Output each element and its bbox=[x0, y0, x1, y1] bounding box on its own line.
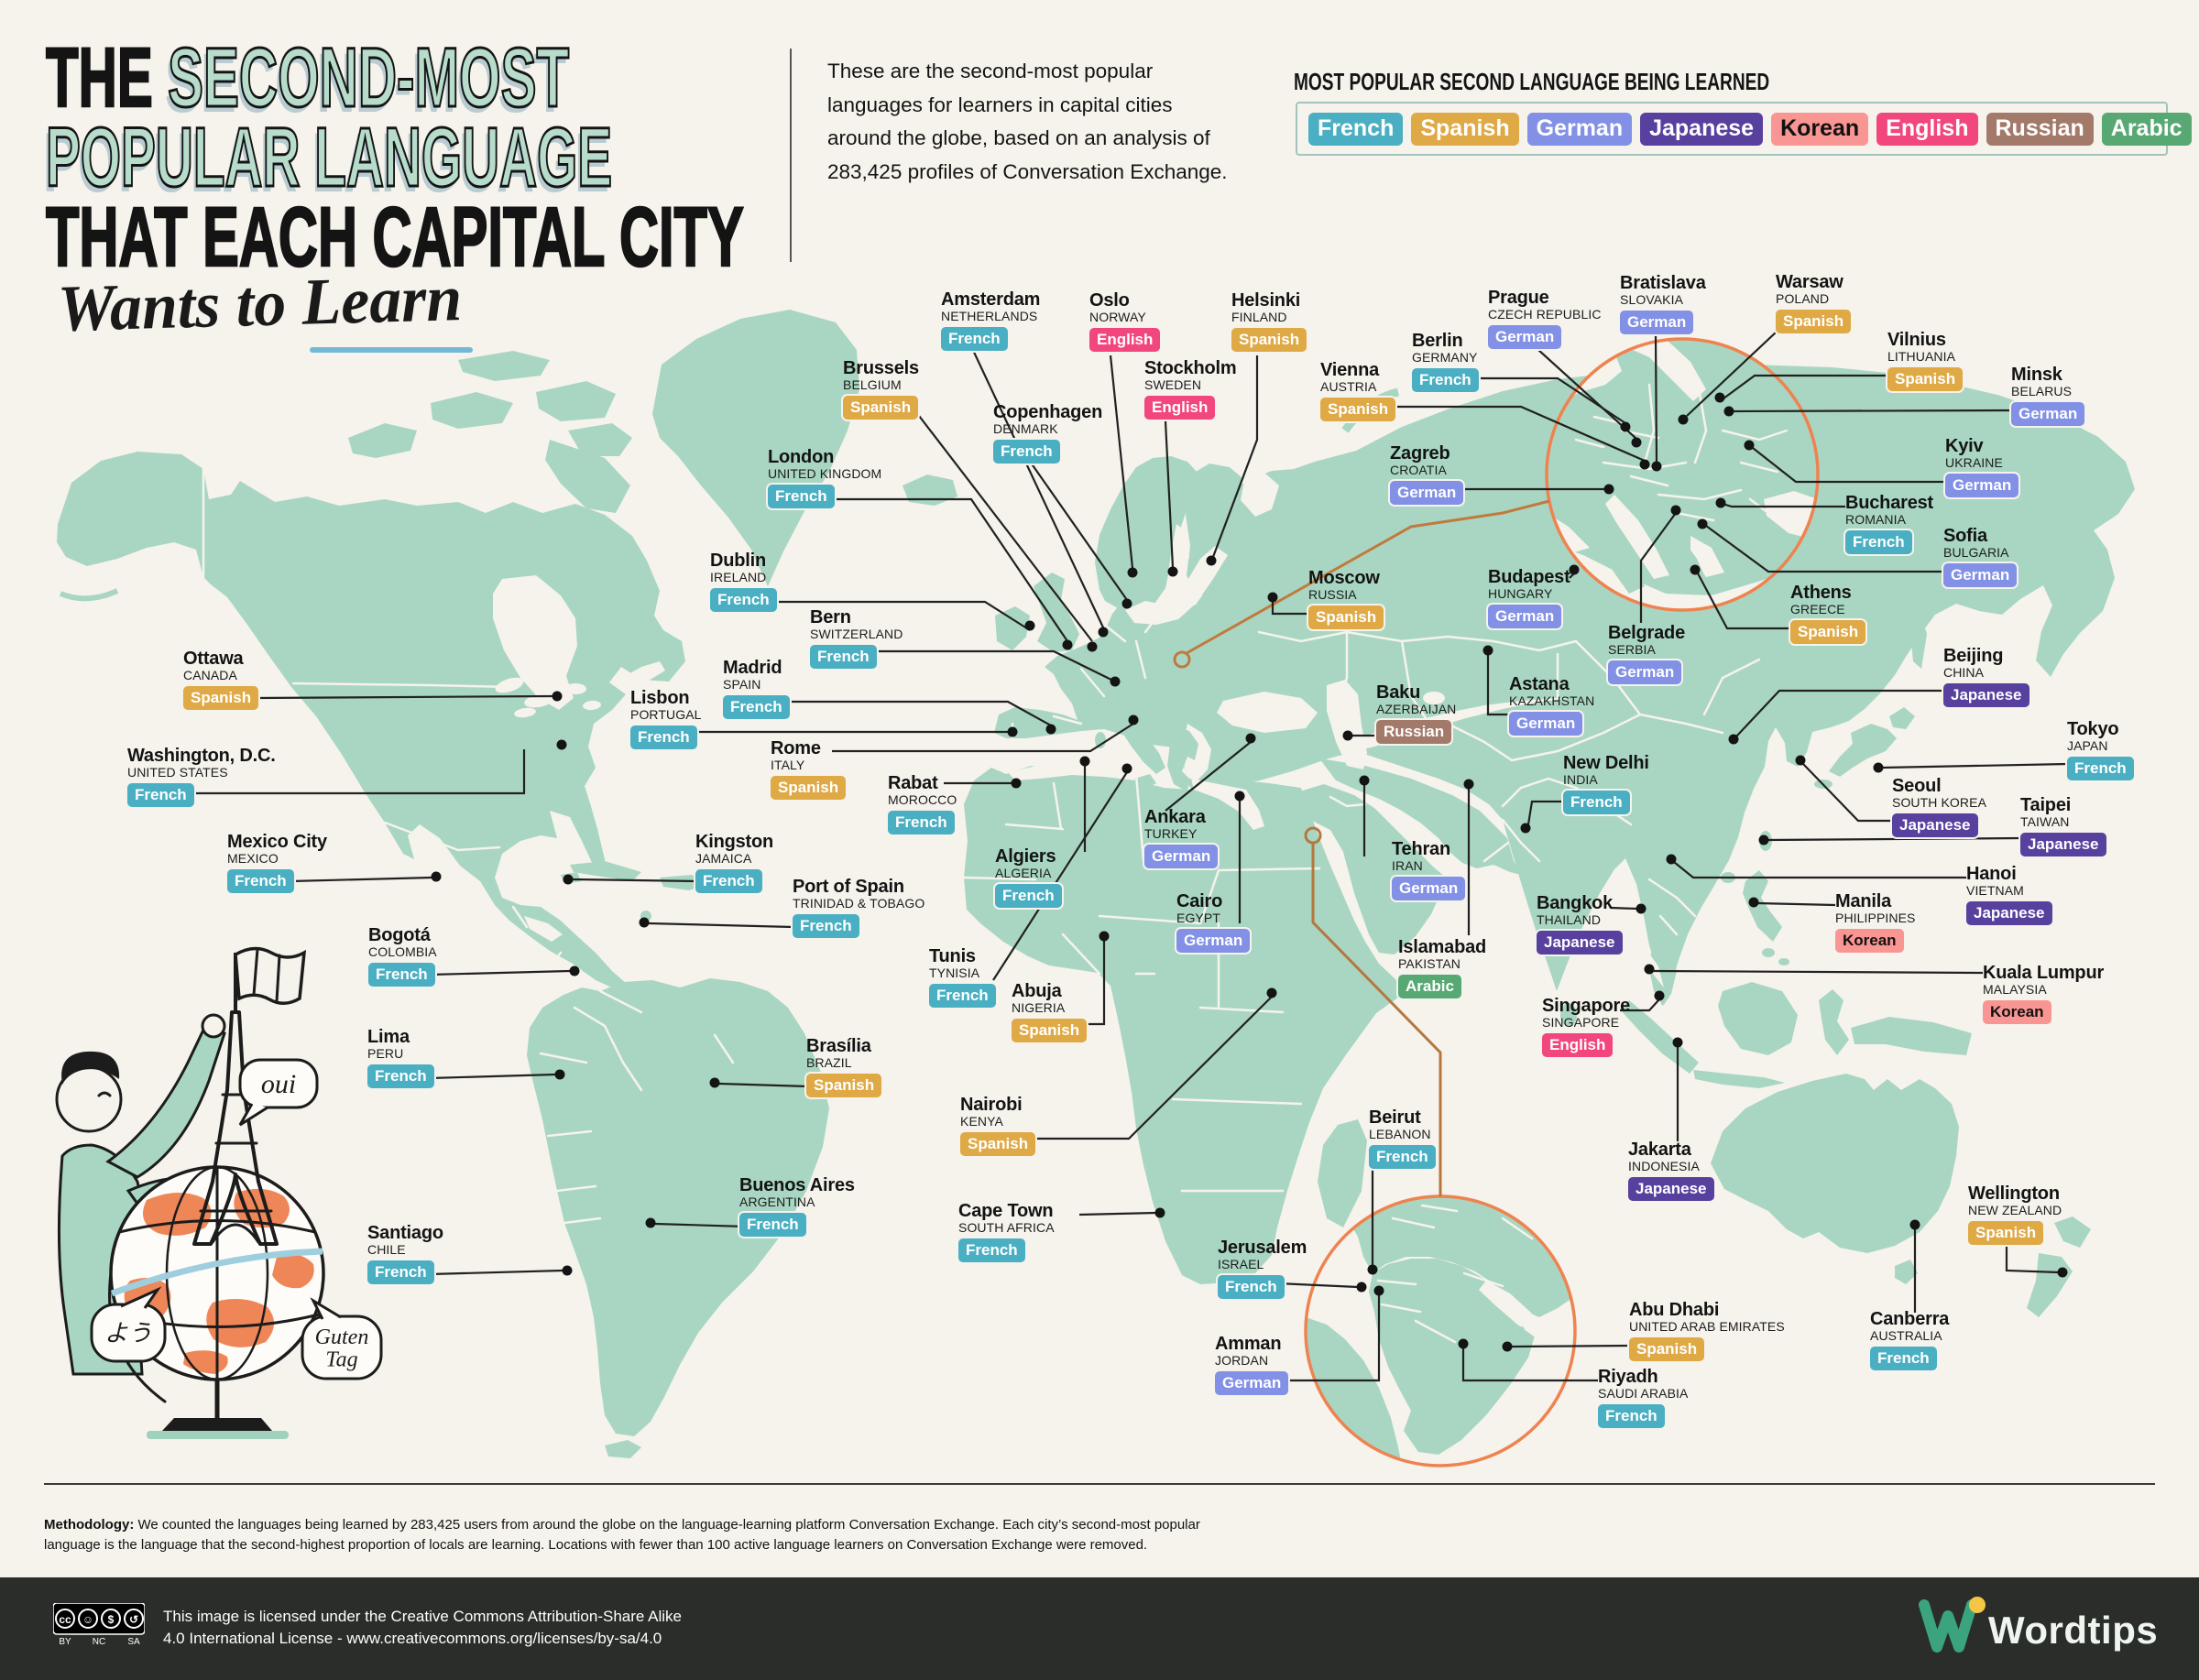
svg-text:$: $ bbox=[108, 1613, 115, 1626]
svg-text:↺: ↺ bbox=[129, 1613, 138, 1626]
svg-text:cc: cc bbox=[59, 1613, 71, 1626]
svg-text:NC: NC bbox=[93, 1637, 105, 1645]
svg-text:oui: oui bbox=[261, 1069, 296, 1099]
svg-text:BY: BY bbox=[59, 1637, 71, 1645]
svg-text:☺: ☺ bbox=[82, 1613, 93, 1626]
svg-text:SA: SA bbox=[127, 1637, 140, 1645]
svg-text:よう: よう bbox=[104, 1320, 152, 1347]
